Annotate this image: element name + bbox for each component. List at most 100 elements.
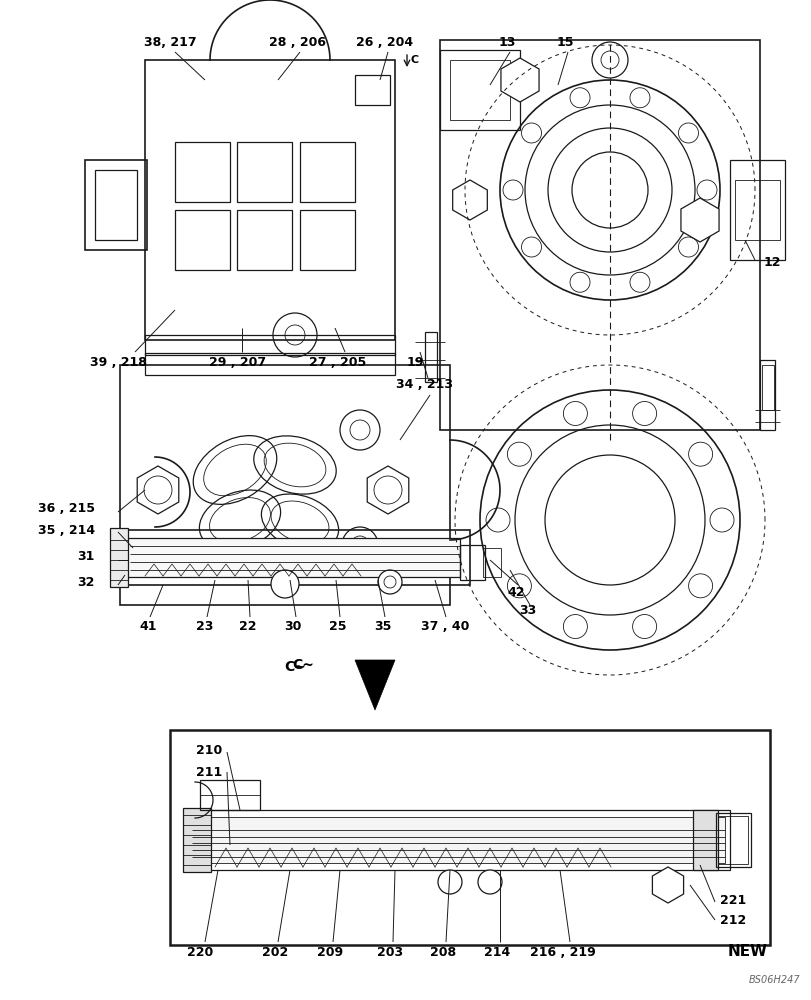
Circle shape	[678, 237, 697, 257]
Text: 28 , 206: 28 , 206	[269, 35, 326, 48]
Text: 25: 25	[328, 620, 346, 634]
Text: 38, 217: 38, 217	[144, 35, 196, 48]
Bar	[175, 142, 230, 202]
Bar	[449, 60, 509, 120]
Circle shape	[632, 615, 656, 639]
Bar	[460, 545, 484, 580]
Circle shape	[521, 123, 541, 143]
Text: 37 , 40: 37 , 40	[420, 620, 469, 634]
Polygon shape	[500, 58, 539, 102]
Text: 34 , 213: 34 , 213	[396, 378, 453, 391]
Polygon shape	[680, 198, 719, 242]
Circle shape	[544, 455, 674, 585]
Text: 221: 221	[719, 894, 745, 906]
Circle shape	[437, 870, 461, 894]
Text: 39 , 218: 39 , 218	[89, 356, 146, 368]
Circle shape	[629, 272, 649, 292]
Bar	[125, 538, 460, 577]
Bar	[237, 142, 292, 202]
Bar	[759, 360, 774, 430]
Bar	[424, 332, 436, 382]
Text: 212: 212	[719, 914, 745, 926]
Circle shape	[709, 508, 733, 532]
Bar	[483, 548, 500, 577]
Bar	[440, 40, 759, 430]
Text: 36 , 215: 36 , 215	[38, 502, 95, 514]
Circle shape	[478, 870, 501, 894]
Text: 12: 12	[762, 255, 780, 268]
Bar	[354, 75, 389, 105]
Bar	[734, 180, 779, 240]
Text: 214: 214	[483, 946, 509, 958]
Text: 31: 31	[78, 550, 95, 564]
Text: 208: 208	[429, 946, 456, 958]
Bar	[729, 160, 784, 260]
Polygon shape	[452, 180, 487, 220]
Circle shape	[696, 180, 716, 200]
Circle shape	[563, 615, 586, 639]
Bar	[761, 365, 773, 410]
Circle shape	[629, 88, 649, 108]
Circle shape	[632, 401, 656, 425]
Bar	[120, 365, 449, 605]
Text: 203: 203	[376, 946, 402, 958]
Text: NEW: NEW	[727, 944, 767, 960]
Bar	[190, 817, 724, 863]
Text: 216 , 219: 216 , 219	[530, 946, 595, 958]
Circle shape	[521, 237, 541, 257]
Circle shape	[486, 508, 509, 532]
Text: 210: 210	[195, 744, 221, 756]
Text: 13: 13	[498, 35, 515, 48]
Bar	[175, 210, 230, 270]
Text: 15: 15	[556, 35, 573, 48]
Circle shape	[502, 180, 522, 200]
Text: 211: 211	[195, 766, 221, 778]
Bar	[692, 810, 717, 870]
Circle shape	[507, 574, 530, 598]
Bar	[95, 170, 137, 240]
Bar	[237, 210, 292, 270]
Text: 22: 22	[239, 620, 256, 634]
Text: BS06H247: BS06H247	[748, 975, 799, 985]
Text: 41: 41	[139, 620, 157, 634]
Bar	[715, 813, 750, 867]
Circle shape	[569, 272, 590, 292]
Bar	[299, 210, 354, 270]
Polygon shape	[354, 660, 394, 710]
Bar	[145, 335, 394, 355]
Text: 35 , 214: 35 , 214	[38, 524, 95, 536]
Text: 23: 23	[196, 620, 213, 634]
Text: 220: 220	[187, 946, 212, 958]
Circle shape	[563, 401, 586, 425]
Bar	[85, 160, 147, 250]
Text: 209: 209	[316, 946, 342, 958]
Polygon shape	[651, 867, 683, 903]
Bar	[200, 780, 260, 810]
Text: C~: C~	[284, 660, 306, 674]
Bar	[169, 730, 769, 945]
Polygon shape	[137, 466, 178, 514]
Bar	[145, 353, 394, 375]
Circle shape	[678, 123, 697, 143]
Circle shape	[507, 442, 530, 466]
Bar	[145, 60, 394, 340]
Circle shape	[271, 570, 298, 598]
Text: C: C	[410, 55, 418, 65]
Bar	[717, 816, 747, 864]
Circle shape	[569, 88, 590, 108]
Text: 19: 19	[406, 356, 423, 368]
Circle shape	[688, 574, 712, 598]
Circle shape	[688, 442, 712, 466]
Text: 35: 35	[374, 620, 391, 634]
Bar	[185, 810, 729, 870]
Text: 202: 202	[262, 946, 288, 958]
Text: 29 , 207: 29 , 207	[209, 356, 266, 368]
Text: 30: 30	[284, 620, 302, 634]
Text: 42: 42	[507, 585, 524, 598]
Bar	[440, 50, 519, 130]
Bar	[299, 142, 354, 202]
Text: 33: 33	[519, 603, 536, 616]
Polygon shape	[367, 466, 408, 514]
Circle shape	[378, 570, 401, 594]
Bar	[109, 528, 128, 587]
